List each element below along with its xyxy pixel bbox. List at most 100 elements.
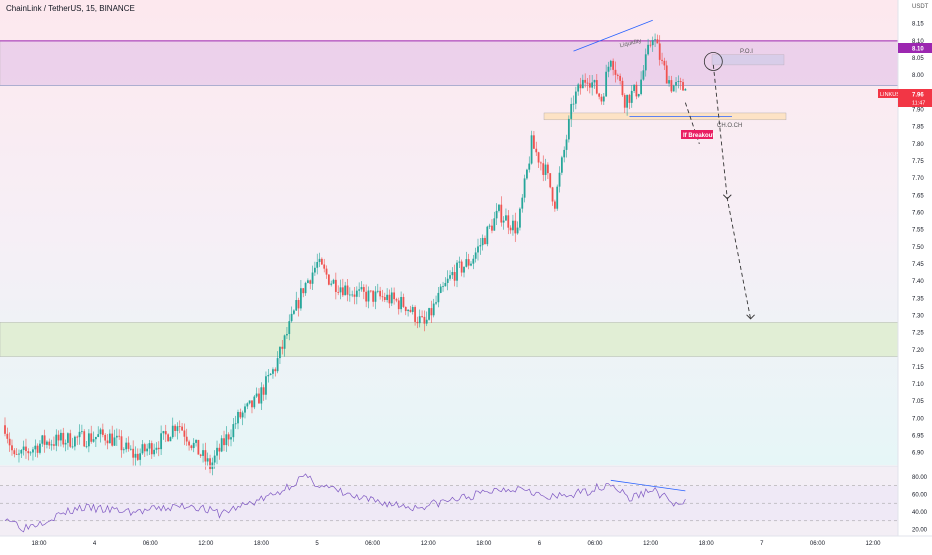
candle [36,443,39,458]
candle-body [276,358,279,372]
symbol-tag [878,89,910,98]
candle [134,446,137,466]
candle [332,278,335,285]
candle [435,295,437,306]
candle-body [34,445,37,450]
candle [295,291,298,312]
candle-body [463,266,465,273]
candle-body [360,287,363,290]
candle [626,94,629,116]
candle-body [486,226,489,245]
candle [488,223,491,229]
candle [157,441,160,457]
time-tick-label: 12:00 [198,541,214,547]
candle [78,424,81,445]
candle [630,85,633,108]
price-tick-label: 7.15 [912,365,924,371]
candle-body [425,319,428,324]
wedge-upper-trendline [573,19,653,52]
candle-body [27,451,30,454]
candle-body [537,152,540,163]
candle-body [388,294,391,304]
candle [540,161,542,171]
candle-body [488,225,491,227]
candle [386,288,389,303]
candle [647,38,649,56]
candle-body [76,436,79,438]
candle-body [101,429,104,435]
candle-body [446,278,449,283]
rsi-tick-label: 20.00 [912,528,928,534]
candle [572,95,575,112]
candle-body [146,448,149,452]
candle [411,304,414,315]
candle-body [267,375,270,377]
candle [470,261,472,267]
candle [444,277,447,287]
candle-body [227,434,230,440]
price-tick-label: 6.90 [912,451,924,457]
time-tick-label: 12:00 [865,541,881,547]
price-tick-label: 7.30 [912,313,924,319]
time-tick-label: 7 [760,541,764,547]
candle-body [619,75,622,81]
candle [493,211,496,231]
candle-body [560,157,563,173]
candle-body [139,453,142,460]
candle [115,428,118,446]
candle [139,448,142,467]
candle-body [43,435,46,445]
candle-body [118,435,121,437]
candle-body [563,149,566,158]
candle-body [330,283,333,285]
candle [22,440,25,456]
candle-body [404,306,407,312]
candle [612,58,615,76]
candle-body [630,90,633,103]
poi-circle [703,52,723,71]
candle-body [106,440,109,444]
candle [491,219,493,234]
candle [500,196,503,227]
candle-body [591,82,594,88]
candle-body [414,307,416,322]
candle-body [400,296,402,310]
candle-body [160,433,163,450]
candle-body [332,279,335,284]
candle-body [612,60,615,70]
candle [218,443,221,460]
candle [94,436,97,448]
candle-body [430,308,433,316]
candle [206,452,209,467]
candle-body [48,441,51,446]
candle-body [78,431,81,438]
candle [85,441,88,449]
candle [209,454,211,474]
level-price-text: 8.10 [912,47,924,53]
price-tick-label: 7.55 [912,228,924,234]
candle-body [493,218,496,231]
candle [267,368,270,383]
candle [633,84,635,94]
time-tick-label: 6 [538,541,542,547]
candle-body [565,139,568,150]
candle-body [4,425,6,434]
candle-body [460,261,463,273]
candle [251,400,253,414]
candle-body [323,264,326,269]
price-tick-label: 7.70 [912,176,924,182]
candle [227,432,230,447]
rsi-divergence-line [610,479,686,492]
candle [656,34,659,44]
candle [528,156,531,173]
candle-body [549,173,552,188]
candle-body [467,259,470,266]
candle [155,442,158,454]
candle-body [94,436,97,440]
candle-body [628,94,631,103]
candle [372,290,375,307]
candle-body [125,442,128,450]
candle [337,285,340,296]
candle-body [302,288,305,294]
